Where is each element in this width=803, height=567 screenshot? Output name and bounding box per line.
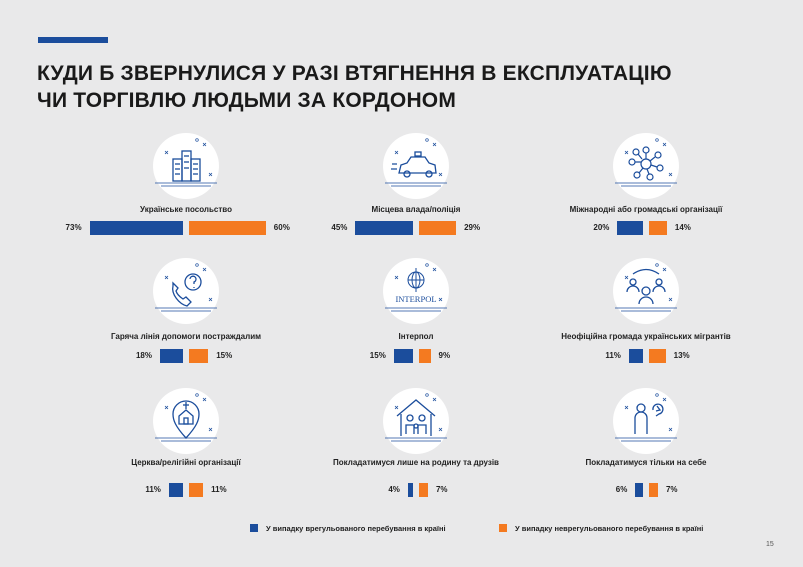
- category-bars: 6% 7%: [517, 483, 775, 497]
- category-icon-circle: [153, 388, 219, 454]
- legend-label-regulated: У випадку врегульованого перебування в к…: [266, 524, 446, 533]
- category-icon-circle: [383, 133, 449, 199]
- category-bars: 11% 11%: [57, 483, 315, 497]
- legend-swatch-orange: [499, 524, 507, 533]
- bar-unregulated: [189, 221, 266, 235]
- value-label-unregulated: 7%: [435, 485, 448, 494]
- category-icon-circle: [383, 388, 449, 454]
- value-label-unregulated: 60%: [273, 223, 290, 232]
- value-label-regulated: 18%: [135, 351, 152, 360]
- value-label-unregulated: 11%: [211, 485, 227, 494]
- bar-regulated: [89, 221, 183, 235]
- category-cell: Покладатимуся тільки на себе 6% 7%: [517, 388, 775, 518]
- embassy-building-icon: [155, 138, 217, 187]
- value-label-unregulated: 14%: [674, 223, 691, 232]
- legend-item-unregulated: У випадку неврегульованого перебування в…: [499, 524, 703, 533]
- value-label-unregulated: 9%: [438, 351, 451, 360]
- value-label-regulated: 11%: [605, 351, 621, 360]
- category-cell: Гаряча лінія допомоги постраждалим 18% 15%: [57, 258, 315, 388]
- bar-unregulated: [419, 349, 431, 363]
- bar-regulated: [635, 483, 643, 497]
- category-bars: 20% 14%: [517, 221, 775, 235]
- category-icon-circle: [613, 258, 679, 324]
- value-label-unregulated: 15%: [216, 351, 233, 360]
- category-label: Гаряча лінія допомоги постраждалим: [110, 332, 262, 341]
- category-icon-circle: [153, 133, 219, 199]
- value-label-unregulated: 13%: [673, 351, 690, 360]
- category-cell: INTERPOL Інтерпол 15% 9%: [287, 258, 545, 388]
- network-people-icon: [615, 138, 677, 187]
- value-label-regulated: 20%: [593, 223, 610, 232]
- category-bars: 18% 15%: [57, 349, 315, 363]
- legend-item-regulated: У випадку врегульованого перебування в к…: [250, 524, 446, 533]
- category-cell: Неофіційна громада українських мігрантів…: [517, 258, 775, 388]
- bar-regulated: [617, 221, 643, 235]
- svg-text:INTERPOL: INTERPOL: [395, 294, 436, 304]
- category-bars: 73% 60%: [57, 221, 315, 235]
- bar-regulated: [407, 483, 413, 497]
- category-bars: 15% 9%: [287, 349, 545, 363]
- category-cell: Покладатимуся лише на родину та друзів 4%…: [287, 388, 545, 518]
- interpol-logo-icon: INTERPOL: [385, 263, 447, 312]
- legend-label-unregulated: У випадку неврегульованого перебування в…: [515, 524, 704, 533]
- bar-unregulated: [189, 483, 204, 497]
- migrant-community-icon: [615, 263, 677, 312]
- hotline-phone-icon: [155, 263, 217, 312]
- bar-unregulated: [649, 221, 667, 235]
- police-car-icon: [385, 138, 447, 187]
- title-accent-bar: [38, 37, 108, 43]
- legend-swatch-blue: [250, 524, 258, 533]
- value-label-regulated: 73%: [65, 223, 82, 232]
- category-bars: 11% 13%: [517, 349, 775, 363]
- category-label: Інтерпол: [398, 332, 434, 341]
- category-cell: Українське посольство 73% 60%: [57, 133, 315, 263]
- bar-unregulated: [419, 221, 457, 235]
- category-label: Місцева влада/поліція: [371, 205, 461, 214]
- page-number: 15: [766, 541, 774, 548]
- category-cell: Місцева влада/поліція 45% 29%: [287, 133, 545, 263]
- self-person-icon: [615, 393, 677, 442]
- value-label-unregulated: 29%: [464, 223, 481, 232]
- category-icon-circle: [613, 388, 679, 454]
- value-label-regulated: 11%: [145, 485, 161, 494]
- bar-unregulated: [649, 483, 658, 497]
- category-label: Неофіційна громада українських мігрантів: [561, 332, 731, 341]
- bar-regulated: [355, 221, 413, 235]
- category-label: Церква/релігійні організації: [131, 458, 241, 467]
- value-label-unregulated: 7%: [665, 485, 678, 494]
- bar-regulated: [393, 349, 413, 363]
- bar-regulated: [168, 483, 183, 497]
- category-icon-circle: [613, 133, 679, 199]
- family-house-icon: [385, 393, 447, 442]
- value-label-regulated: 6%: [615, 485, 628, 494]
- category-label: Покладатимуся лише на родину та друзів: [333, 458, 499, 467]
- category-label: Українське посольство: [140, 205, 232, 214]
- bar-regulated: [159, 349, 183, 363]
- category-bars: 4% 7%: [287, 483, 545, 497]
- value-label-regulated: 45%: [331, 223, 348, 232]
- bar-unregulated: [419, 483, 428, 497]
- value-label-regulated: 4%: [388, 485, 400, 494]
- bar-unregulated: [649, 349, 666, 363]
- category-label: Покладатимуся тільки на себе: [585, 458, 707, 467]
- bar-unregulated: [189, 349, 209, 363]
- value-label-regulated: 15%: [369, 351, 386, 360]
- category-icon-circle: INTERPOL: [383, 258, 449, 324]
- page-title-line-2: ЧИ ТОРГІВЛЮ ЛЮДЬМИ ЗА КОРДОНОМ: [37, 89, 457, 112]
- category-icon-circle: [153, 258, 219, 324]
- category-cell: Міжнародні або громадські організації 20%…: [517, 133, 775, 263]
- category-cell: Церква/релігійні організації 11% 11%: [57, 388, 315, 518]
- church-pin-icon: [155, 393, 217, 442]
- bar-regulated: [628, 349, 643, 363]
- category-bars: 45% 29%: [287, 221, 545, 235]
- category-label: Міжнародні або громадські організації: [569, 205, 723, 214]
- page-title: КУДИ Б ЗВЕРНУЛИСЯ У РАЗІ ВТЯГНЕННЯ В ЕКС…: [37, 60, 767, 114]
- page-title-line-1: КУДИ Б ЗВЕРНУЛИСЯ У РАЗІ ВТЯГНЕННЯ В ЕКС…: [37, 62, 672, 85]
